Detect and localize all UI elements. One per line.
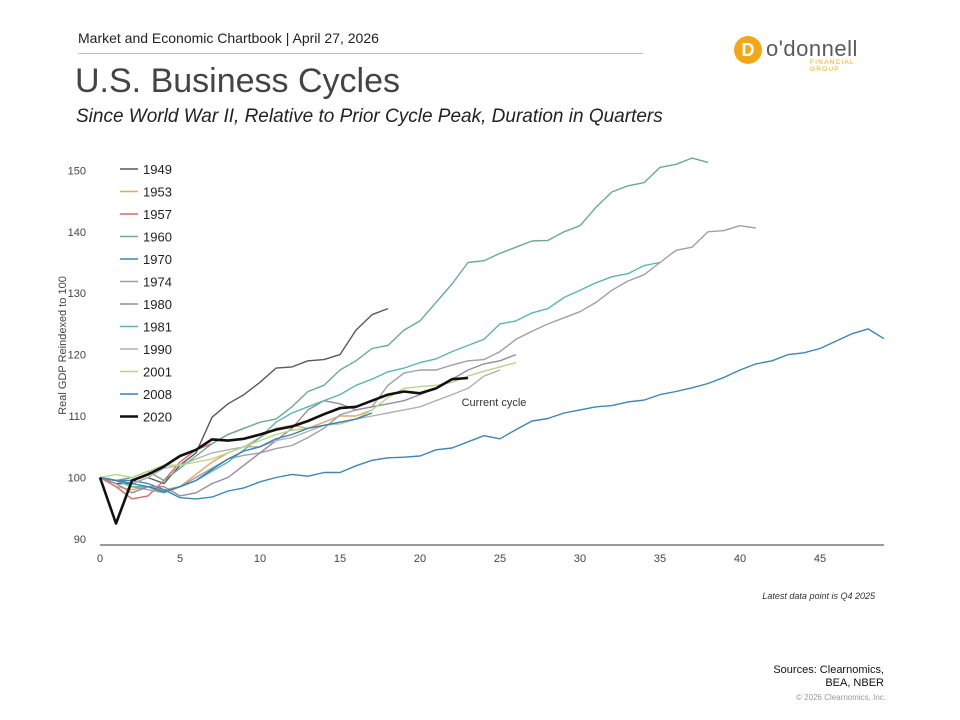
series-line-1960 (99, 157, 709, 482)
x-tick-label: 45 (814, 553, 826, 565)
header-divider (78, 53, 643, 54)
current-cycle-annotation: Current cycle (462, 397, 527, 409)
y-tick-label: 120 (68, 350, 86, 362)
legend-label-1960: 1960 (143, 230, 172, 245)
y-tick-label: 90 (74, 534, 86, 546)
x-tick-label: 30 (574, 553, 586, 565)
legend-label-1981: 1981 (143, 320, 172, 335)
series-line-1990 (99, 369, 501, 485)
page-title: U.S. Business Cycles (75, 62, 400, 100)
y-tick-label: 150 (68, 165, 86, 177)
x-tick-label: 25 (494, 553, 506, 565)
x-tick-label: 35 (654, 553, 666, 565)
series-line-2008 (99, 412, 373, 493)
latest-data-note: Latest data point is Q4 2025 (762, 591, 875, 601)
sources-line-1: Sources: Clearnomics, (773, 664, 884, 676)
y-tick-label: 100 (68, 472, 86, 484)
x-tick-label: 5 (177, 553, 183, 565)
logo-tagline: FINANCIAL GROUP (810, 59, 855, 73)
y-tick-label: 130 (68, 288, 86, 300)
x-tick-label: 15 (334, 553, 346, 565)
legend-label-1980: 1980 (143, 297, 172, 312)
sources-line-2: BEA, NBER (825, 677, 884, 689)
series-line-1970 (99, 328, 885, 500)
legend-label-1957: 1957 (143, 207, 172, 222)
legend-label-2001: 2001 (143, 365, 172, 380)
legend-label-1990: 1990 (143, 342, 172, 357)
x-tick-label: 10 (254, 553, 266, 565)
logo-mark-icon: D (734, 36, 762, 64)
y-tick-label: 110 (68, 411, 86, 423)
legend-label-1953: 1953 (143, 185, 172, 200)
x-tick-label: 0 (97, 553, 103, 565)
legend-label-2008: 2008 (143, 387, 172, 402)
series-line-2020 (98, 376, 469, 525)
y-tick-label: 140 (68, 227, 86, 239)
legend-label-1974: 1974 (143, 275, 172, 290)
x-tick-label: 40 (734, 553, 746, 565)
legend-label-1970: 1970 (143, 252, 172, 267)
y-axis-label: Real GDP Reindexed to 100 (57, 276, 69, 415)
chartbook-header: Market and Economic Chartbook | April 27… (78, 30, 379, 46)
company-logo: D o'donnell FINANCIAL GROUP (734, 36, 884, 73)
sources-note: Sources: Clearnomics, BEA, NBER (700, 664, 884, 690)
logo-name: o'donnell (766, 36, 858, 61)
legend-label-2020: 2020 (143, 410, 172, 425)
x-tick-label: 20 (414, 553, 426, 565)
copyright-note: © 2026 Clearnomics, Inc. (796, 693, 886, 702)
page-subtitle: Since World War II, Relative to Prior Cy… (76, 106, 663, 127)
legend-label-1949: 1949 (143, 162, 172, 177)
series-line-1974 (99, 224, 757, 494)
